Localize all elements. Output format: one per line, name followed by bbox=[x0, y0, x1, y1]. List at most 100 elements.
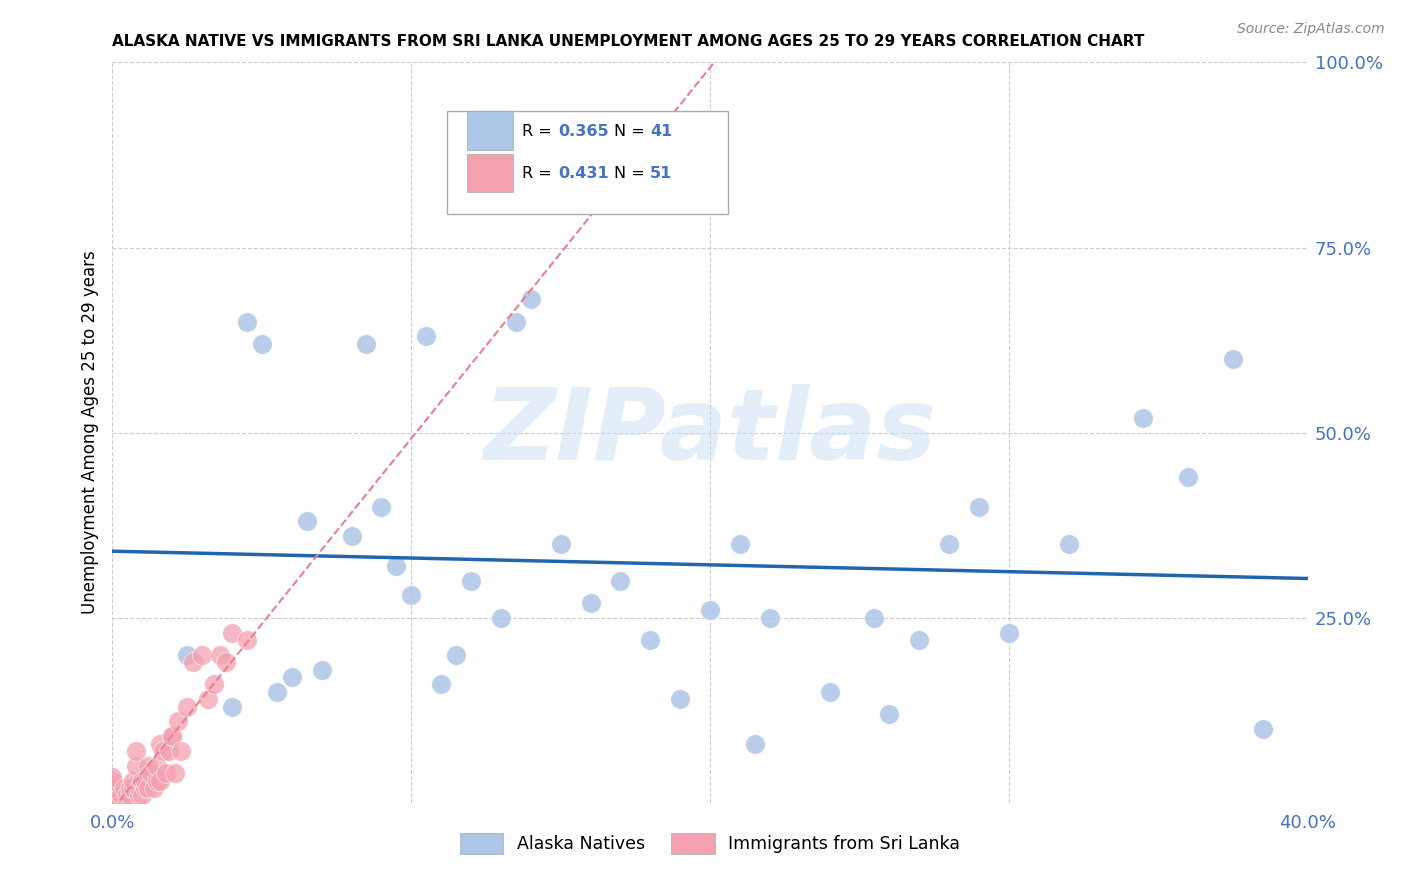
Point bbox=[1132, 410, 1154, 425]
Point bbox=[125, 744, 148, 758]
Point bbox=[197, 692, 219, 706]
Point bbox=[101, 789, 124, 803]
Point bbox=[101, 780, 124, 795]
Point bbox=[370, 500, 392, 514]
Point bbox=[863, 610, 886, 624]
Point bbox=[728, 536, 751, 550]
Point bbox=[221, 625, 243, 640]
Point bbox=[202, 677, 225, 691]
Point bbox=[505, 314, 527, 328]
Point bbox=[120, 789, 142, 803]
Point bbox=[120, 780, 142, 795]
Text: N =: N = bbox=[614, 124, 651, 139]
Point bbox=[579, 596, 602, 610]
Point bbox=[131, 789, 153, 803]
Point bbox=[759, 610, 782, 624]
Point bbox=[122, 780, 145, 795]
Point bbox=[155, 766, 177, 780]
Point bbox=[181, 655, 204, 669]
Point bbox=[520, 293, 543, 307]
Point bbox=[209, 648, 232, 662]
Point bbox=[101, 773, 124, 788]
Point bbox=[699, 603, 721, 617]
Text: Source: ZipAtlas.com: Source: ZipAtlas.com bbox=[1237, 22, 1385, 37]
Point bbox=[157, 744, 180, 758]
Point bbox=[114, 780, 135, 795]
Point bbox=[967, 500, 990, 514]
Point bbox=[385, 558, 408, 573]
Point bbox=[149, 737, 172, 751]
Text: 0.365: 0.365 bbox=[558, 124, 609, 139]
Point bbox=[101, 796, 124, 810]
Point bbox=[489, 610, 512, 624]
Point bbox=[221, 699, 243, 714]
Point bbox=[938, 536, 960, 550]
Point bbox=[281, 670, 304, 684]
Point bbox=[167, 714, 190, 729]
Point bbox=[908, 632, 931, 647]
Point bbox=[146, 758, 169, 772]
Point bbox=[122, 773, 145, 788]
Point bbox=[162, 729, 183, 743]
Text: 41: 41 bbox=[650, 124, 672, 139]
Legend: Alaska Natives, Immigrants from Sri Lanka: Alaska Natives, Immigrants from Sri Lank… bbox=[453, 826, 967, 861]
Point bbox=[138, 758, 160, 772]
Point bbox=[141, 766, 163, 780]
FancyBboxPatch shape bbox=[467, 112, 513, 150]
Point bbox=[669, 692, 692, 706]
Point bbox=[128, 789, 150, 803]
Point bbox=[311, 663, 333, 677]
Point bbox=[138, 780, 160, 795]
Point bbox=[250, 336, 273, 351]
Point bbox=[191, 648, 214, 662]
Point bbox=[266, 685, 288, 699]
Point bbox=[340, 529, 363, 543]
Point bbox=[125, 758, 148, 772]
Point bbox=[134, 773, 156, 788]
Text: R =: R = bbox=[523, 124, 557, 139]
Point bbox=[128, 780, 150, 795]
Point bbox=[744, 737, 766, 751]
Point bbox=[295, 515, 318, 529]
Point bbox=[1222, 351, 1244, 366]
Text: 0.431: 0.431 bbox=[558, 166, 609, 181]
Point bbox=[215, 655, 238, 669]
Point bbox=[117, 789, 139, 803]
Point bbox=[879, 706, 901, 721]
Point bbox=[131, 773, 153, 788]
Point bbox=[176, 699, 198, 714]
Point bbox=[101, 796, 124, 810]
Point bbox=[143, 780, 166, 795]
Point bbox=[609, 574, 631, 588]
Point bbox=[550, 536, 572, 550]
Point bbox=[430, 677, 453, 691]
FancyBboxPatch shape bbox=[447, 111, 728, 214]
Point bbox=[818, 685, 841, 699]
Point bbox=[110, 789, 132, 803]
Text: R =: R = bbox=[523, 166, 557, 181]
Text: ZIPatlas: ZIPatlas bbox=[484, 384, 936, 481]
Point bbox=[1177, 470, 1199, 484]
Point bbox=[101, 789, 124, 803]
Point bbox=[146, 773, 169, 788]
Point bbox=[101, 770, 124, 784]
FancyBboxPatch shape bbox=[467, 153, 513, 192]
Point bbox=[170, 744, 193, 758]
Point bbox=[134, 780, 156, 795]
Point bbox=[1057, 536, 1080, 550]
Point bbox=[101, 796, 124, 810]
Point bbox=[640, 632, 662, 647]
Point bbox=[152, 744, 174, 758]
Point bbox=[401, 589, 423, 603]
Y-axis label: Unemployment Among Ages 25 to 29 years: Unemployment Among Ages 25 to 29 years bbox=[80, 251, 98, 615]
Point bbox=[460, 574, 482, 588]
Point bbox=[236, 632, 259, 647]
Point bbox=[117, 796, 139, 810]
Text: N =: N = bbox=[614, 166, 651, 181]
Point bbox=[176, 648, 198, 662]
Point bbox=[162, 729, 183, 743]
Point bbox=[1251, 722, 1274, 736]
Point bbox=[415, 329, 437, 343]
Text: 51: 51 bbox=[650, 166, 672, 181]
Point bbox=[149, 773, 172, 788]
